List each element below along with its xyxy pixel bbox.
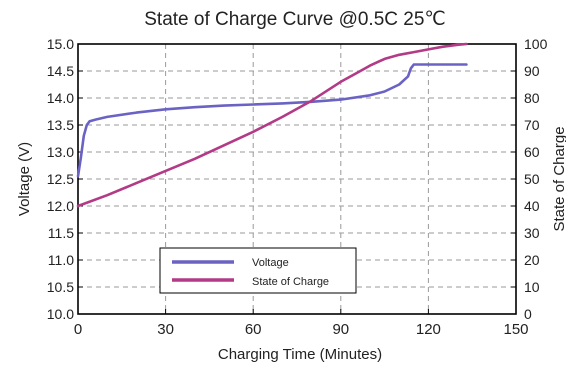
y-left-axis-label: Voltage (V) [16, 142, 33, 216]
y-right-tick-label: 0 [524, 306, 532, 322]
y-right-tick-label: 20 [524, 252, 540, 268]
x-tick-label: 0 [74, 321, 82, 338]
x-tick-label: 30 [157, 321, 174, 338]
y-left-tick-label: 13.5 [47, 117, 74, 133]
y-right-tick-label: 30 [524, 225, 540, 241]
x-axis-ticks: 0 30 60 90 120 150 [74, 309, 529, 338]
legend-label-soc: State of Charge [252, 276, 329, 288]
y-left-tick-label: 12.0 [47, 198, 74, 214]
y-right-tick-label: 50 [524, 171, 540, 187]
y-left-axis-ticks: 10.0 10.5 11.0 11.5 12.0 12.5 13.0 13.5 14.0 14.5… [47, 36, 83, 322]
y-left-tick-label: 12.5 [47, 171, 74, 187]
legend-label-voltage: Voltage [252, 257, 289, 269]
y-left-tick-label: 15.0 [47, 36, 74, 52]
x-tick-label: 90 [332, 321, 349, 338]
y-left-tick-label: 10.0 [47, 306, 74, 322]
y-right-tick-label: 60 [524, 144, 540, 160]
y-left-tick-label: 13.0 [47, 144, 74, 160]
y-right-tick-label: 80 [524, 90, 540, 106]
y-left-tick-label: 14.5 [47, 63, 74, 79]
y-left-tick-label: 11.5 [48, 225, 74, 241]
x-axis-label: Charging Time (Minutes) [218, 346, 382, 363]
series-line-state-of-charge [76, 42, 468, 208]
x-tick-label: 60 [245, 321, 262, 338]
x-tick-label: 150 [503, 321, 528, 338]
x-tick-label: 120 [416, 321, 441, 338]
y-right-tick-label: 70 [524, 117, 540, 133]
series-line-voltage [76, 63, 468, 178]
y-right-axis-ticks: 0 10 20 30 40 50 60 70 80 90 100 [511, 36, 548, 322]
y-right-tick-label: 10 [524, 279, 540, 295]
y-right-axis-label: State of Charge [551, 126, 566, 231]
y-left-tick-label: 10.5 [47, 279, 74, 295]
y-left-tick-label: 11.0 [48, 252, 74, 268]
y-right-tick-label: 40 [524, 198, 540, 214]
legend-box [159, 247, 357, 294]
chart-title: State of Charge Curve @0.5C 25℃ [144, 9, 446, 30]
legend: Voltage State of Charge [159, 247, 357, 294]
series-lines [76, 42, 468, 208]
y-right-tick-label: 90 [524, 63, 540, 79]
y-right-tick-label: 100 [524, 36, 548, 52]
y-left-tick-label: 14.0 [47, 90, 74, 106]
